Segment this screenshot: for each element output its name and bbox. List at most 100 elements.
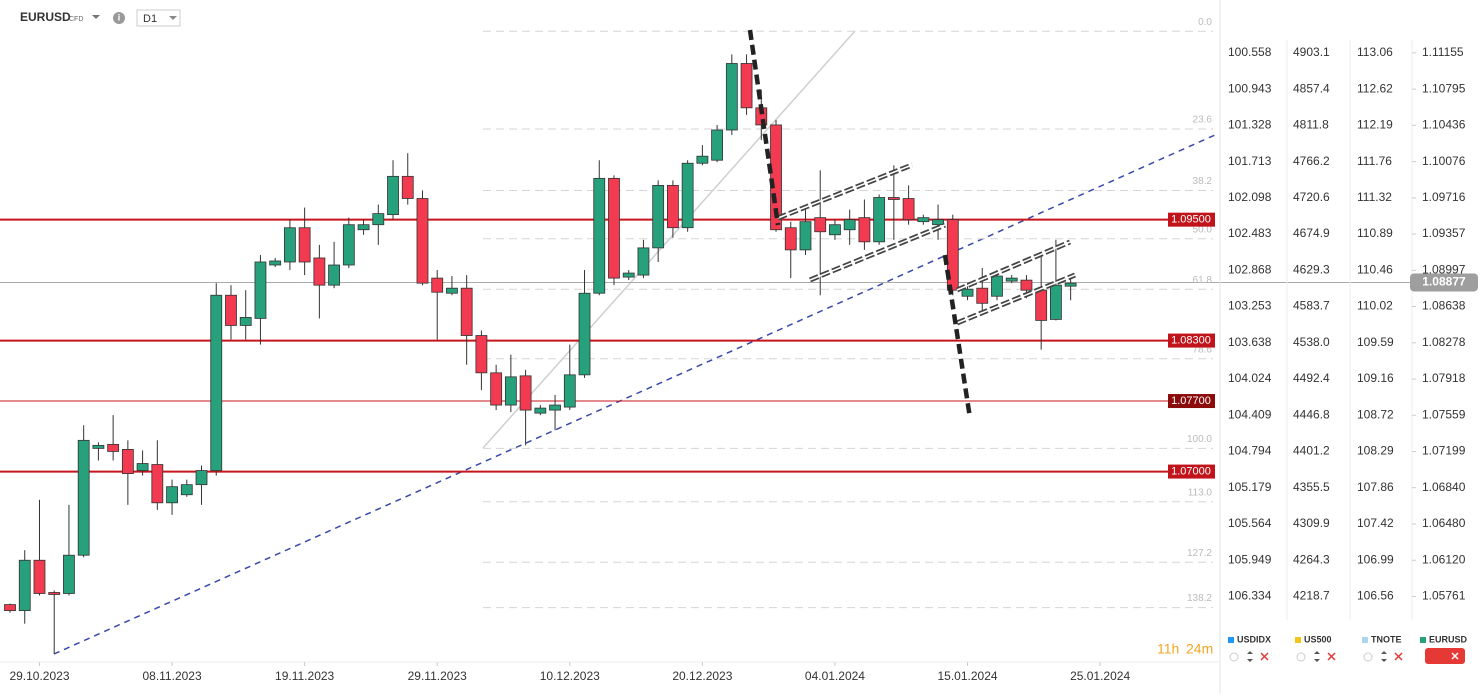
overlay-tick-label: 4857.4: [1293, 81, 1330, 95]
fib-label: 23.6: [1193, 115, 1213, 126]
level-label-box: [1168, 394, 1215, 409]
overlay-tick-label: 4811.8: [1293, 118, 1329, 132]
candle-body: [446, 287, 458, 294]
overlay-tick-label: 110.46: [1357, 263, 1393, 277]
candle-body: [269, 260, 282, 266]
overlay-tick-label: 4720.6: [1293, 190, 1330, 204]
overlay-tick-label: 111.76: [1357, 154, 1392, 168]
last-price-box: [1410, 273, 1478, 292]
candle-body: [976, 287, 989, 304]
fib-label: 100.0: [1187, 434, 1212, 445]
candle-body: [1005, 277, 1018, 282]
last-price-label: 1.08877: [1422, 275, 1466, 289]
candle-body: [151, 464, 164, 504]
overlay-tick-label: 4218.7: [1293, 589, 1330, 603]
overlay-tick-label: 109.16: [1357, 371, 1394, 385]
candle-body: [1064, 282, 1077, 287]
candle-body: [313, 257, 326, 286]
eye-icon[interactable]: [1363, 652, 1373, 662]
y-tick-label: 1.09716: [1422, 190, 1466, 204]
y-tick-label: 1.10436: [1422, 118, 1466, 132]
candle-body: [121, 449, 134, 474]
remove-icon: [1260, 652, 1269, 661]
candle-body: [608, 177, 620, 279]
eye-icon[interactable]: [1296, 652, 1306, 662]
overlay-tick-label: 104.409: [1228, 407, 1272, 421]
dropdown-caret[interactable]: [92, 15, 100, 19]
y-tick-label: 1.08278: [1422, 335, 1466, 349]
symbol: EURUSD: [20, 10, 71, 24]
trend-line: [482, 30, 856, 449]
y-tick-label: 1.07199: [1422, 444, 1466, 458]
overlay-tick-label: 4903.1: [1293, 45, 1330, 59]
overlay-tick-label: 4538.0: [1293, 335, 1330, 349]
overlay-tick-label: 4355.5: [1293, 480, 1330, 494]
candle-body: [932, 219, 944, 226]
y-tick-label: 1.07559: [1422, 407, 1466, 421]
channel-line: [777, 164, 913, 219]
overlay-tick-label: 102.098: [1228, 190, 1272, 204]
candle-body: [136, 463, 149, 471]
candle-body: [534, 407, 547, 414]
remove-icon: [1451, 652, 1459, 660]
candle-body: [667, 185, 679, 229]
candle-body: [814, 217, 827, 233]
drawings: [53, 30, 1216, 655]
y-tick-label: 1.06840: [1422, 480, 1466, 494]
level-label: 1.07700: [1171, 395, 1211, 407]
overlay-tick-label: 113.06: [1357, 45, 1393, 59]
level-label: 1.09500: [1171, 214, 1211, 226]
y-tick-label: 1.10795: [1422, 81, 1466, 95]
plot-area: [0, 30, 1412, 654]
overlay-tick-label: 101.713: [1228, 154, 1272, 168]
candle-body: [107, 443, 120, 452]
candle-body: [195, 470, 208, 486]
overlay-tick-label: 106.56: [1357, 589, 1394, 603]
overlay-tick-label: 105.949: [1228, 552, 1272, 566]
candle-body: [681, 162, 694, 229]
candle-body: [33, 559, 46, 594]
candle-body: [637, 247, 650, 276]
impulse-line: [747, 29, 781, 226]
candle-body: [622, 272, 635, 278]
candle-body: [887, 197, 900, 200]
candle-body: [18, 559, 31, 612]
overlay-tick-label: 101.328: [1228, 118, 1272, 132]
legend-swatch: [1228, 637, 1234, 643]
info-icon[interactable]: [113, 12, 125, 24]
legend-label: USDIDX: [1237, 634, 1271, 644]
y-tick-label: 1.10076: [1422, 154, 1466, 168]
level-label-box: [1168, 333, 1215, 348]
candle-body: [225, 294, 237, 326]
y-tick-label: 1.11155: [1422, 45, 1464, 59]
candle-body: [431, 277, 444, 293]
x-tick-label: 08.11.2023: [142, 669, 201, 683]
candle-body: [460, 287, 473, 336]
overlay-tick-label: 109.59: [1357, 335, 1394, 349]
overlay-tick-label: 4492.4: [1293, 371, 1330, 385]
candle-body: [298, 227, 311, 263]
x-tick-label: 15.01.2024: [937, 669, 997, 683]
candle-body: [210, 294, 223, 471]
active-controls[interactable]: [1425, 648, 1465, 664]
candle-body: [1050, 284, 1062, 320]
candle-body: [92, 444, 105, 449]
x-tick-label: 25.01.2024: [1070, 669, 1130, 683]
overlay-tick-label: 100.943: [1228, 81, 1272, 95]
timeframe-select[interactable]: [136, 9, 181, 27]
candle-body: [401, 175, 414, 199]
eye-icon[interactable]: [1229, 652, 1239, 662]
x-tick-label: 29.10.2023: [9, 669, 69, 683]
legend-label: US500: [1304, 634, 1332, 644]
impulse-line: [942, 254, 973, 419]
candle-body: [563, 374, 576, 408]
candle-body: [239, 317, 252, 326]
x-tick-label: 20.12.2023: [672, 669, 732, 683]
overlay-tick-label: 107.86: [1357, 480, 1394, 494]
level-label: 1.07000: [1171, 465, 1211, 477]
candle-body: [416, 198, 429, 284]
fib-label: 38.2: [1193, 176, 1213, 187]
fib-label: 50.0: [1193, 224, 1213, 235]
overlay-tick-label: 112.62: [1357, 81, 1393, 95]
timer-minutes: 24m: [1186, 641, 1213, 657]
